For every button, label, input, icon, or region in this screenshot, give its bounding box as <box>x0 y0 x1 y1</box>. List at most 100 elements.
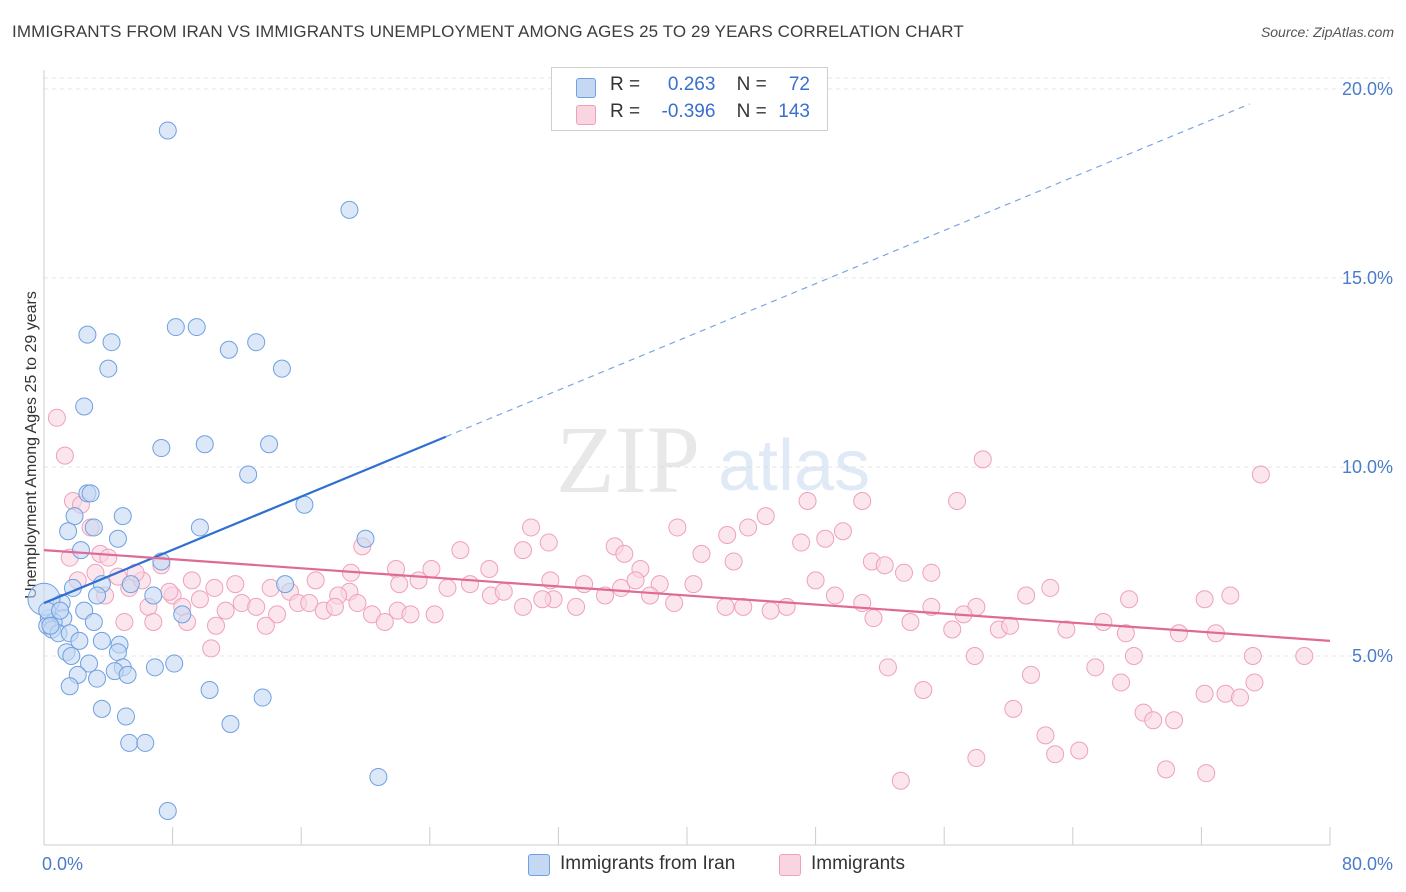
data-point <box>761 601 780 620</box>
data-point <box>260 435 279 454</box>
stats-n-value: 72 <box>788 74 810 95</box>
data-point <box>716 597 735 616</box>
stats-r-label: R = <box>610 101 641 122</box>
data-point <box>539 533 558 552</box>
trend-line-immigrants <box>43 549 1331 642</box>
stats-r-value: 0.263 <box>667 74 716 95</box>
data-point <box>1245 673 1264 692</box>
data-point <box>1036 726 1055 745</box>
data-point <box>734 597 753 616</box>
data-point <box>1195 590 1214 609</box>
data-point <box>200 681 219 699</box>
data-point <box>115 612 134 631</box>
data-point <box>145 658 164 677</box>
data-point <box>118 665 137 684</box>
data-point <box>92 699 111 718</box>
data-point <box>575 575 594 594</box>
data-point <box>1144 711 1163 730</box>
data-point <box>1165 711 1184 730</box>
data-point <box>692 544 711 563</box>
data-point <box>99 548 118 567</box>
data-point <box>205 578 224 597</box>
watermark-atlas: atlas <box>718 426 870 506</box>
data-point <box>1243 646 1262 665</box>
data-point <box>480 560 499 579</box>
x-tick-label: 80.0% <box>1342 854 1393 874</box>
data-point <box>1041 578 1060 597</box>
data-point <box>41 616 60 635</box>
data-point <box>166 318 185 337</box>
data-point <box>668 518 687 537</box>
data-point <box>92 631 111 650</box>
stats-swatch-immigrants <box>576 105 596 125</box>
data-point <box>60 677 79 696</box>
data-point <box>375 612 394 631</box>
data-point <box>300 594 319 613</box>
data-point <box>88 586 107 605</box>
data-point <box>965 646 984 665</box>
data-point <box>65 507 84 526</box>
data-point <box>88 669 107 688</box>
data-point <box>684 575 703 594</box>
data-point <box>390 575 409 594</box>
data-point <box>409 571 428 590</box>
data-point <box>272 359 291 378</box>
data-point <box>967 749 986 768</box>
data-point <box>533 590 552 609</box>
data-point <box>1046 745 1065 764</box>
data-point <box>1070 741 1089 760</box>
data-point <box>1124 646 1143 665</box>
y-axis-label: Unemployment Among Ages 25 to 29 years <box>23 291 40 599</box>
data-point <box>914 681 933 699</box>
data-point <box>973 450 992 469</box>
data-series <box>27 121 1314 820</box>
data-point <box>369 767 388 786</box>
data-point <box>665 594 684 613</box>
data-point <box>84 518 103 537</box>
data-point <box>226 575 245 594</box>
data-point <box>1120 590 1139 609</box>
data-point <box>1157 760 1176 779</box>
data-point <box>922 597 941 616</box>
stats-legend: R = 0.263 N = 72 R = -0.396 N = 143 <box>551 67 828 131</box>
data-point <box>1169 624 1188 643</box>
data-point <box>70 631 89 650</box>
data-point <box>62 646 81 665</box>
data-point <box>144 612 163 631</box>
data-point <box>438 578 457 597</box>
y-tick-label: 20.0% <box>1342 79 1393 99</box>
y-tick-label: 15.0% <box>1342 268 1393 288</box>
data-point <box>80 654 99 673</box>
data-point <box>1022 665 1041 684</box>
data-point <box>1221 586 1240 605</box>
data-point <box>182 571 201 590</box>
trend-line-iran <box>43 435 447 605</box>
data-point <box>121 575 140 594</box>
data-point <box>152 439 171 458</box>
series-iran <box>27 121 388 820</box>
data-point <box>567 597 586 616</box>
data-point <box>247 333 266 352</box>
data-point <box>75 397 94 416</box>
legend-label-iran: Immigrants from Iran <box>560 853 736 874</box>
data-point <box>1116 624 1135 643</box>
data-point <box>615 544 634 563</box>
data-point <box>256 616 275 635</box>
data-point <box>113 507 132 526</box>
legend-label-immigrants: Immigrants <box>811 853 905 874</box>
source-label: Source: ZipAtlas.com <box>1260 24 1394 40</box>
data-point <box>895 563 914 582</box>
data-point <box>173 605 192 624</box>
data-point <box>777 597 796 616</box>
stats-n-value: 143 <box>778 101 810 122</box>
stats-n-label: N = <box>736 74 767 95</box>
data-point <box>798 491 817 510</box>
data-point <box>325 597 344 616</box>
data-point <box>239 465 258 484</box>
data-point <box>219 340 238 359</box>
data-point <box>116 707 135 726</box>
data-point <box>948 491 967 510</box>
data-point <box>460 575 479 594</box>
series-legend: Immigrants from Iran Immigrants <box>0 850 1406 880</box>
data-point <box>451 541 470 560</box>
